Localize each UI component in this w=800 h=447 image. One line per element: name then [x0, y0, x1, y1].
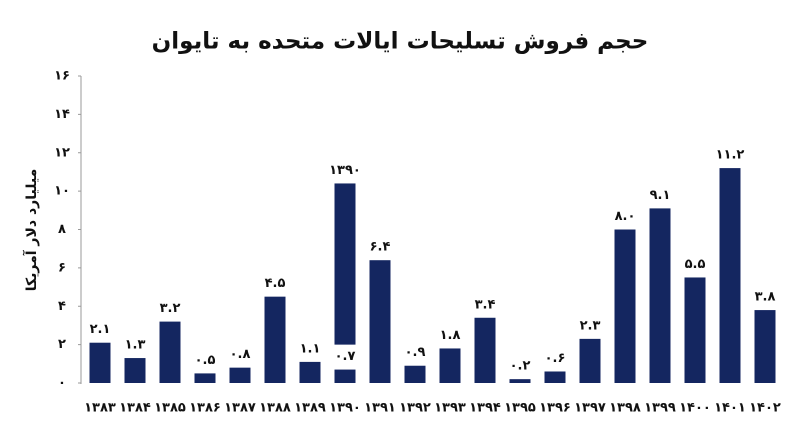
x-tick-label: ۱۳۸۳ — [84, 401, 116, 416]
value-label: ۹.۱ — [650, 188, 671, 203]
bar — [684, 277, 706, 383]
y-tick-label: ۰ — [58, 376, 66, 391]
x-tick-label: ۱۳۹۵ — [504, 401, 536, 416]
x-tick-label: ۱۳۸۵ — [154, 401, 186, 416]
y-tick-label: ۶ — [58, 260, 66, 275]
y-tick-label: ۲ — [58, 337, 66, 352]
bar — [159, 321, 181, 383]
x-tick-label: ۱۴۰۱ — [714, 401, 746, 416]
chart-title: حجم فروش تسلیحات ایالات متحده به تایوان — [152, 29, 649, 55]
value-label: ۴.۵ — [265, 276, 286, 291]
x-tick-label: ۱۳۸۶ — [189, 401, 221, 416]
x-tick-label: ۱۴۰۰ — [679, 401, 711, 416]
bar — [299, 361, 321, 383]
value-label: ۲.۳ — [580, 318, 601, 333]
x-tick-label: ۱۳۹۱ — [364, 401, 396, 416]
x-tick-label: ۱۳۹۶ — [539, 401, 571, 416]
value-label: ۰.۸ — [230, 347, 251, 362]
x-tick-label: ۱۳۹۸ — [609, 401, 641, 416]
x-tick-label: ۱۳۹۷ — [574, 401, 606, 416]
bar — [404, 365, 426, 383]
y-tick-label: ۸ — [58, 222, 66, 237]
bar — [614, 229, 636, 383]
y-tick-label: ۱۲ — [54, 145, 70, 160]
value-label: ۵.۵ — [685, 257, 706, 272]
x-tick-label: ۱۳۹۲ — [399, 401, 431, 416]
bar — [474, 317, 496, 383]
x-tick-label: ۱۳۸۸ — [259, 401, 291, 416]
value-label: ۱.۱ — [300, 341, 321, 356]
value-label: ۳.۴ — [475, 297, 496, 312]
bar — [649, 208, 671, 383]
value-label: ۸.۰ — [615, 209, 636, 224]
bar — [544, 371, 566, 383]
x-tick-label: ۱۳۹۴ — [469, 401, 501, 416]
bar — [229, 367, 251, 383]
value-label: ۱.۳ — [125, 338, 146, 353]
bar — [194, 373, 216, 383]
bar — [509, 379, 531, 383]
value-label: ۲.۱ — [90, 322, 111, 337]
annotation-label: ۱۳۹۰ — [329, 163, 361, 178]
bar — [89, 342, 111, 383]
value-label: ۰.۹ — [405, 345, 426, 360]
annotation-bar — [334, 183, 356, 345]
y-tick-label: ۴ — [58, 299, 66, 314]
bar — [754, 310, 776, 383]
bar — [579, 338, 601, 383]
y-tick-label: ۱۰ — [54, 184, 70, 199]
x-tick-label: ۱۴۰۲ — [749, 401, 781, 416]
value-label: ۰.۵ — [195, 353, 216, 368]
value-label: ۳.۸ — [755, 290, 776, 305]
value-label: ۰.۷ — [335, 349, 356, 364]
value-label: ۳.۲ — [160, 301, 181, 316]
bar — [369, 260, 391, 383]
value-label: ۱.۸ — [440, 328, 461, 343]
y-axis-label: میلیارد دلار آمریکا — [22, 169, 40, 292]
value-label: ۰.۲ — [510, 359, 531, 374]
x-tick-label: ۱۳۹۳ — [434, 401, 466, 416]
x-tick-label: ۱۳۹۹ — [644, 401, 676, 416]
value-label: ۰.۶ — [545, 351, 566, 366]
y-tick-label: ۱۶ — [54, 69, 70, 84]
bar — [439, 348, 461, 383]
bar — [334, 369, 356, 383]
value-label: ۱۱.۲ — [716, 148, 745, 163]
x-tick-label: ۱۳۸۴ — [119, 401, 151, 416]
x-tick-label: ۱۳۸۷ — [224, 401, 256, 416]
bar — [124, 358, 146, 383]
x-tick-label: ۱۳۸۹ — [294, 401, 326, 416]
x-tick-label: ۱۳۹۰ — [329, 401, 361, 416]
y-tick-label: ۱۴ — [54, 107, 70, 122]
bar — [264, 296, 286, 383]
bar — [719, 168, 741, 383]
value-label: ۶.۴ — [370, 240, 391, 255]
